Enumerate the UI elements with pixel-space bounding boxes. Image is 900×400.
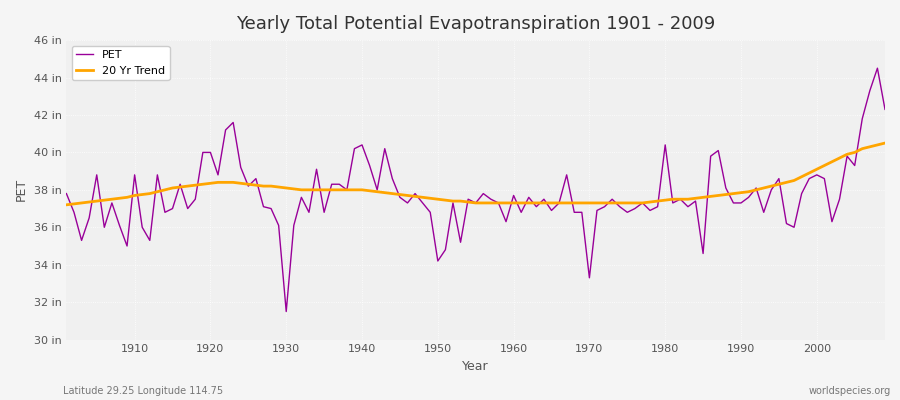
20 Yr Trend [879,141,890,146]
Y-axis label: PET: PET [15,178,28,202]
PET [122,244,132,248]
PET [296,195,307,200]
PET [341,188,352,192]
20 Yr Trend [288,186,299,191]
PET [281,309,292,314]
Text: worldspecies.org: worldspecies.org [809,386,891,396]
Title: Yearly Total Potential Evapotranspiration 1901 - 2009: Yearly Total Potential Evapotranspiratio… [236,15,716,33]
Legend: PET, 20 Yr Trend: PET, 20 Yr Trend [72,46,169,80]
20 Yr Trend [122,195,132,200]
PET [879,107,890,112]
20 Yr Trend [334,188,345,192]
20 Yr Trend [500,200,511,205]
PET [61,191,72,196]
Line: PET: PET [67,68,885,312]
PET [508,193,519,198]
20 Yr Trend [599,200,610,205]
PET [516,210,526,215]
20 Yr Trend [61,202,72,207]
Line: 20 Yr Trend: 20 Yr Trend [67,143,885,205]
X-axis label: Year: Year [463,360,489,373]
PET [607,197,617,202]
Text: Latitude 29.25 Longitude 114.75: Latitude 29.25 Longitude 114.75 [63,386,223,396]
20 Yr Trend [508,200,519,205]
PET [872,66,883,70]
